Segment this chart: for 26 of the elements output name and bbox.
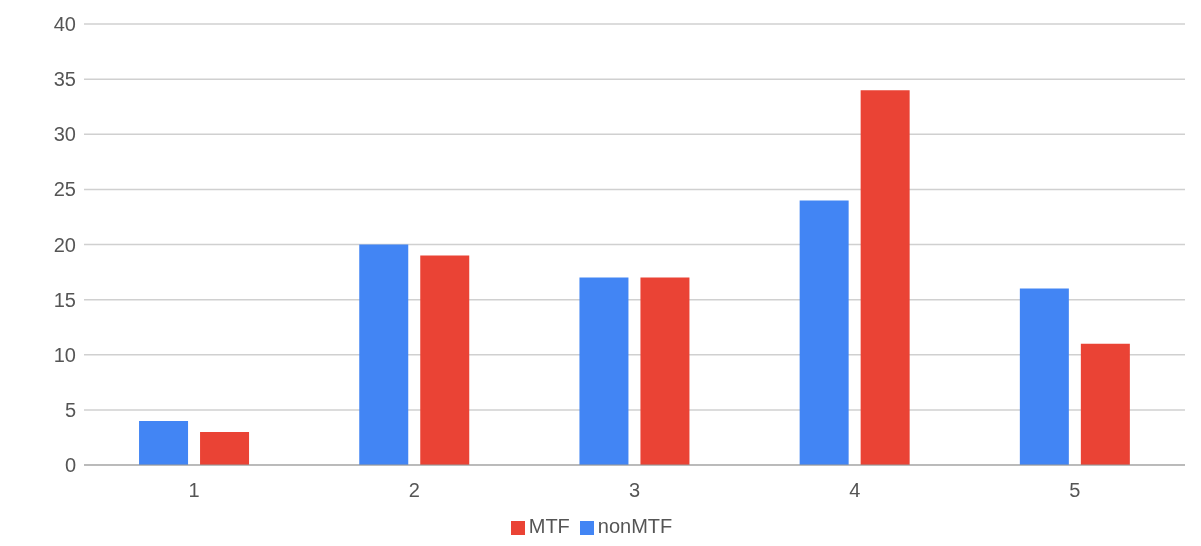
x-tick-label: 5 bbox=[1069, 479, 1081, 502]
y-tick-label: 20 bbox=[53, 233, 76, 256]
y-tick-label: 5 bbox=[64, 398, 76, 421]
y-tick-label: 15 bbox=[53, 288, 76, 311]
y-tick-label: 40 bbox=[53, 13, 76, 36]
x-tick-label: 2 bbox=[408, 479, 420, 502]
x-tick-label: 1 bbox=[188, 479, 200, 502]
bar bbox=[420, 255, 470, 465]
bar bbox=[1019, 288, 1069, 465]
bar bbox=[139, 420, 189, 465]
x-tick-label: 3 bbox=[628, 479, 641, 502]
bar bbox=[200, 431, 250, 465]
y-tick-label: 25 bbox=[53, 178, 76, 201]
bar bbox=[799, 200, 849, 465]
x-tick-label: 4 bbox=[849, 479, 861, 502]
legend-label: nonMTF bbox=[597, 515, 673, 537]
y-tick-label: 35 bbox=[53, 68, 76, 91]
y-tick-label: 30 bbox=[53, 123, 76, 146]
bar bbox=[860, 90, 910, 465]
y-tick-label: 0 bbox=[64, 454, 76, 477]
bar bbox=[359, 244, 409, 465]
y-tick-label: 10 bbox=[53, 343, 76, 366]
bar bbox=[640, 277, 690, 465]
bar bbox=[1080, 343, 1130, 465]
legend-label: MTF bbox=[528, 515, 570, 537]
bar bbox=[579, 277, 629, 465]
